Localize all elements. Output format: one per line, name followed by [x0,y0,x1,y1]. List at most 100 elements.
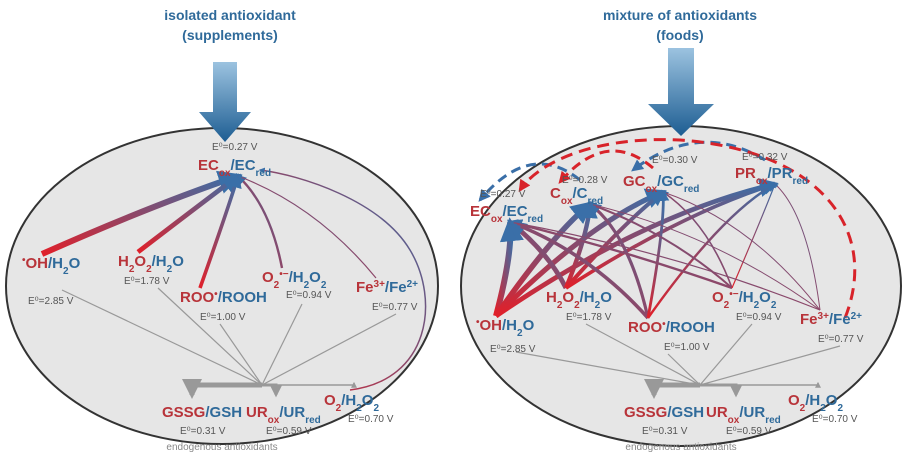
caption: endogenous antioxidants [625,442,736,453]
label-part: 2 [574,300,580,311]
label-part: Fe [800,311,818,328]
label-part: 2 [129,264,135,275]
label-part: 2 [336,403,342,414]
connector [219,323,263,386]
label-part: /GC [657,173,684,190]
redox-couple: Fe3+/Fe2+ [356,279,418,297]
connector [699,345,841,386]
label-part: ox [728,415,740,426]
input-arrow [199,62,251,142]
label-part: O [523,317,535,334]
redox-couple: H2O2/H2O [118,253,184,275]
label-part: 2 [800,403,806,414]
label-part: /ROOH [218,289,267,306]
reaction-arrow [731,183,776,289]
panel-title: isolated antioxidant [164,7,296,23]
label-part: /H [48,255,63,272]
label-part: O [262,269,274,286]
input-arrow [648,48,714,136]
potential: E⁰=0.27 V [480,189,526,200]
reaction-arrow [588,202,733,289]
label-part: ox [561,196,573,207]
caption: endogenous antioxidants [166,442,277,453]
label-part: O [600,289,612,306]
label-part: /H [341,392,356,409]
reaction-arrow [237,175,377,279]
reaction-arrow [494,178,779,318]
label-part: Fe [356,279,374,296]
label-part: /Fe [385,279,407,296]
label-part: O [562,289,574,306]
label-part: 2 [771,300,777,311]
reaction-arrow [646,189,670,319]
redox-couple: O2/H2O2 [324,392,379,414]
potential: E⁰=0.59 V [266,426,312,437]
label-part: 2 [837,403,843,414]
redox-couple: ECox/ECred [470,203,543,225]
label-part: UR [246,404,268,421]
regeneration-arrow [258,167,427,391]
label-part: 2 [373,403,379,414]
connector [182,379,262,399]
label-part: /C [573,185,588,202]
redox-couple: ROO•/ROOH [628,319,715,337]
label-part: red [765,415,781,426]
connector [157,287,263,386]
label-part: O [309,269,321,286]
potential: E⁰=0.28 V [562,175,608,186]
label-part: red [793,176,809,187]
label-part: /UR [739,404,765,421]
label-part: O [134,253,146,270]
label-part: 2 [754,300,760,311]
label-part: O [324,392,336,409]
reaction-arrow [198,173,242,289]
panel-title: mixture of antioxidants [603,7,757,23]
potential: E⁰=0.70 V [812,414,858,425]
regeneration-arrow [478,162,581,202]
reaction-arrow [647,182,777,319]
label-part: 2 [167,264,173,275]
label-part: OH [480,317,503,334]
connector [515,351,701,386]
label-part: red [528,214,544,225]
label-part: •− [279,269,289,280]
label-part: O [362,392,374,409]
label-part: GSSG [624,404,667,421]
connector [61,289,263,386]
redox-couple: •OH/H2O [22,255,81,277]
label-part: /ROOH [666,319,715,336]
reaction-arrow [587,202,650,319]
label-part: 2+ [407,279,419,290]
reaction-arrow [564,190,666,290]
potential: E⁰=2.85 V [28,296,74,307]
label-part: 2 [517,328,523,339]
regeneration-arrow [518,138,857,319]
redox-couple: ROO•/ROOH [180,289,267,307]
label-part: O [69,255,81,272]
label-part: ox [219,168,231,179]
label-part: H [546,289,557,306]
potential: E⁰=0.27 V [212,142,258,153]
reaction-arrow [507,219,650,320]
label-part: /H [502,317,517,334]
label-part: /GSH [667,404,704,421]
label-part: /EC [503,203,528,220]
potential: E⁰=0.94 V [286,290,332,301]
redox-couple: GSSG/GSH [624,404,704,421]
label-part: /H [580,289,595,306]
label-part: O [759,289,771,306]
potential: E⁰=0.30 V [652,155,698,166]
label-part: /GSH [205,404,242,421]
label-part: 2 [304,280,310,291]
label-part: /H [805,392,820,409]
label-part: /PR [768,165,793,182]
label-part: /H [739,289,754,306]
reaction-arrow [774,183,821,311]
label-part: red [684,184,700,195]
potential: E⁰=0.32 V [742,152,788,163]
label-part: ox [646,184,658,195]
reaction-arrow [661,191,733,289]
redox-couple: H2O2/H2O [546,289,612,311]
label-part: PR [735,165,756,182]
redox-couple: PRox/PRred [735,165,808,187]
